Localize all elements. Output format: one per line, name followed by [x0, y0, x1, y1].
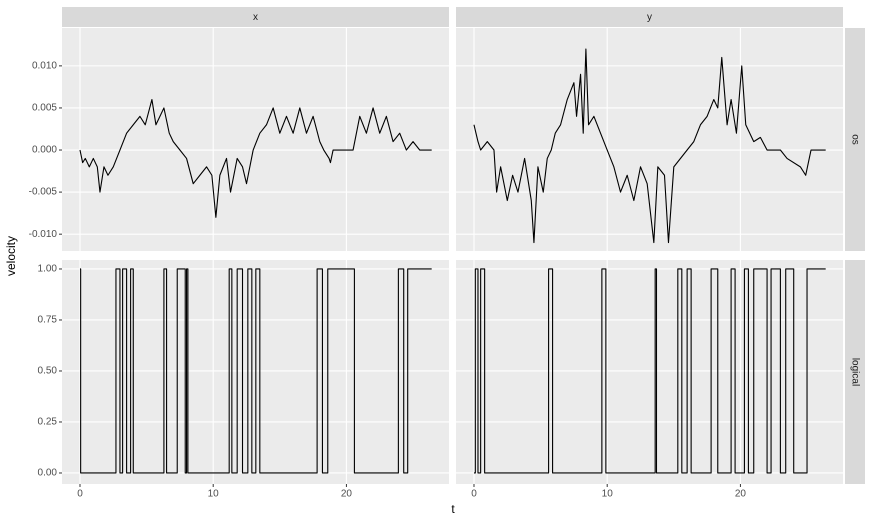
x-axis-title: t	[451, 502, 455, 516]
panel-bg	[456, 260, 843, 484]
line	[79, 98, 432, 218]
x-tick-label: 10	[208, 489, 220, 500]
y-tick-label: -0.005	[29, 187, 58, 198]
line	[473, 268, 826, 474]
y-tick-label: 1.00	[38, 264, 58, 275]
x-tick-label: 20	[341, 489, 353, 500]
y-tick-label: -0.010	[29, 229, 58, 240]
y-tick-label: 0.75	[38, 315, 58, 326]
x-tick-label: 20	[735, 489, 747, 500]
x-tick-label: 0	[471, 489, 477, 500]
x-tick-label: 0	[77, 489, 83, 500]
strip-bg	[845, 260, 865, 484]
strip-bg	[456, 7, 843, 27]
line	[79, 268, 432, 474]
y-tick-label: 0.010	[32, 61, 57, 72]
line	[473, 48, 826, 244]
y-tick-label: 0.005	[32, 103, 57, 114]
panel-bg	[456, 28, 843, 251]
strip-label: x	[253, 12, 258, 23]
x-tick-label: 10	[602, 489, 614, 500]
strip-label: logical	[849, 358, 860, 386]
strip-label: os	[849, 134, 860, 145]
panel-bg	[62, 28, 449, 251]
y-axis-title: velocity	[4, 236, 18, 276]
y-tick-label: 0.50	[38, 366, 58, 377]
strip-bg	[62, 7, 449, 27]
y-tick-label: 0.25	[38, 417, 58, 428]
strip-bg	[845, 28, 865, 251]
strip-label: y	[647, 12, 652, 23]
y-tick-label: 0.00	[38, 468, 58, 479]
y-tick-label: 0.000	[32, 145, 57, 156]
